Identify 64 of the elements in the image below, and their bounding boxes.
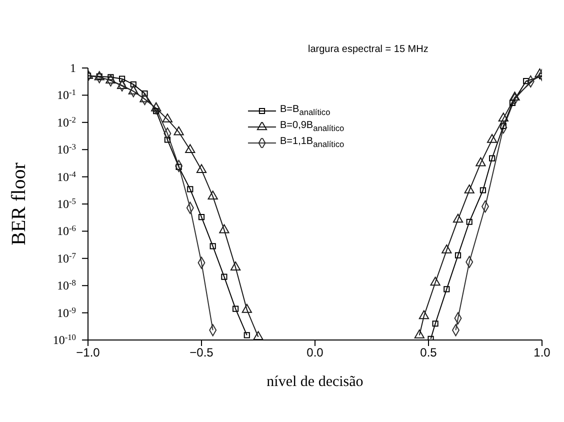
point — [244, 332, 250, 338]
y-tick-label: 10$^{-4}$ — [57, 169, 77, 184]
y-tick-label: 10$^{-7}$ — [57, 250, 76, 266]
point — [510, 92, 520, 101]
legend-label: B=1,1B$_{analítico}$ — [280, 135, 344, 151]
point — [498, 112, 508, 122]
point — [140, 93, 150, 102]
point — [106, 74, 116, 84]
y-tick-label: 10$^{-9}$ — [57, 305, 76, 320]
point — [253, 331, 264, 340]
point — [219, 224, 230, 234]
y-tick-label: 10$^{-8}$ — [57, 278, 76, 293]
y-axis-title: BER floor — [8, 162, 30, 246]
point — [119, 76, 126, 82]
point — [116, 80, 128, 90]
point — [452, 214, 464, 223]
point — [442, 244, 452, 254]
point — [130, 81, 136, 88]
point — [151, 102, 162, 112]
point — [444, 286, 450, 292]
point — [242, 304, 252, 313]
point — [480, 187, 486, 194]
point — [432, 320, 438, 327]
point — [509, 100, 516, 106]
x-tick-label: 0.5 — [420, 346, 438, 360]
point — [196, 164, 207, 173]
y-tick-label: 10$^{-1}$ — [57, 88, 76, 102]
legend-label: B=B$_{analítico}$ — [280, 103, 330, 119]
text: largura espectral = 15 MHz — [308, 44, 428, 55]
point — [174, 126, 184, 136]
legend-label: B=0,9B$_{analítico}$ — [280, 119, 344, 135]
y-tick-label: 1 — [70, 61, 76, 75]
point — [414, 329, 424, 338]
point — [487, 134, 498, 143]
x-axis-title: nível de decisão — [266, 374, 364, 390]
y-tick-label: 10$^{-2}$ — [57, 114, 76, 130]
y-tick-label: 10$^{-5}$ — [57, 196, 76, 211]
point — [230, 262, 241, 270]
point — [208, 190, 218, 200]
point — [418, 310, 430, 320]
point — [128, 85, 138, 94]
point — [210, 243, 216, 250]
point — [430, 276, 440, 286]
y-tick-label: 10$^{-6}$ — [57, 224, 76, 238]
point — [232, 306, 239, 312]
x-tick-label: 0.0 — [306, 346, 324, 360]
point — [162, 114, 173, 122]
point — [489, 155, 496, 162]
point — [454, 252, 462, 258]
point — [187, 186, 194, 192]
point — [464, 184, 474, 194]
x-tick-label: −0.5 — [190, 346, 214, 360]
point — [476, 157, 486, 166]
point — [523, 78, 530, 84]
x-tick-label: −1.0 — [76, 346, 100, 360]
point — [198, 214, 205, 220]
point — [466, 218, 472, 225]
point — [164, 136, 170, 143]
point — [221, 274, 228, 280]
y-tick-label: 10$^{-10}$ — [52, 332, 76, 347]
y-tick-label: 10$^{-3}$ — [57, 142, 76, 157]
x-tick-label: 1.0 — [534, 346, 551, 360]
point — [185, 144, 196, 153]
point — [142, 90, 148, 97]
